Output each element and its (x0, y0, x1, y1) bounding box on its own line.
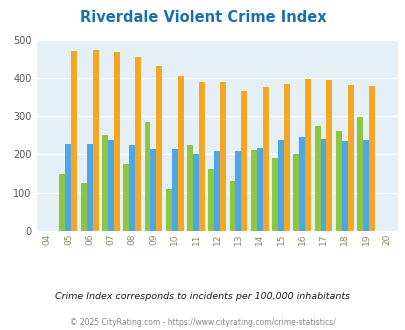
Bar (123, 164, 129, 231)
Bar (114, 52, 119, 231)
Bar (235, 150, 241, 231)
Bar (187, 145, 192, 231)
Bar (362, 140, 368, 231)
Bar (81, 183, 87, 231)
Bar (356, 117, 362, 231)
Bar (262, 87, 268, 231)
Bar (305, 79, 310, 231)
Bar (144, 122, 150, 231)
Bar (108, 140, 114, 231)
Bar (229, 181, 235, 231)
Bar (135, 57, 141, 231)
Bar (326, 80, 332, 231)
Bar (165, 189, 171, 231)
Bar (220, 82, 226, 231)
Bar (292, 154, 298, 231)
Bar (320, 139, 326, 231)
Bar (129, 145, 135, 231)
Bar (198, 82, 205, 231)
Bar (92, 50, 98, 231)
Bar (87, 144, 92, 231)
Bar (314, 126, 320, 231)
Bar (102, 135, 108, 231)
Bar (192, 154, 198, 231)
Bar (277, 140, 283, 231)
Bar (65, 144, 71, 231)
Bar (156, 66, 162, 231)
Bar (250, 150, 256, 231)
Bar (298, 137, 305, 231)
Bar (368, 85, 374, 231)
Text: Riverdale Violent Crime Index: Riverdale Violent Crime Index (79, 10, 326, 25)
Bar (177, 76, 183, 231)
Bar (150, 149, 156, 231)
Bar (271, 158, 277, 231)
Bar (241, 90, 247, 231)
Text: © 2025 CityRating.com - https://www.cityrating.com/crime-statistics/: © 2025 CityRating.com - https://www.city… (70, 318, 335, 327)
Bar (335, 131, 341, 231)
Bar (208, 169, 214, 231)
Bar (214, 151, 220, 231)
Bar (60, 174, 65, 231)
Bar (71, 51, 77, 231)
Text: Crime Index corresponds to incidents per 100,000 inhabitants: Crime Index corresponds to incidents per… (55, 292, 350, 301)
Bar (341, 141, 347, 231)
Bar (347, 85, 353, 231)
Bar (256, 148, 262, 231)
Bar (171, 149, 177, 231)
Bar (283, 84, 289, 231)
